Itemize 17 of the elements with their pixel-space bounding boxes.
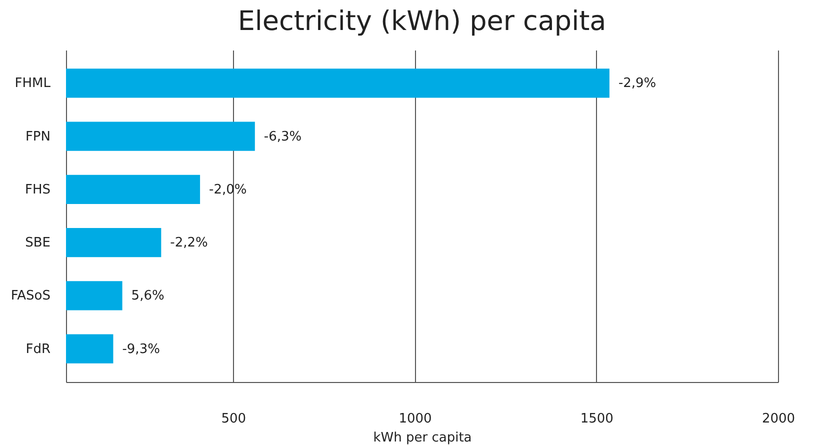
x-tick-label: 2000 [762,412,796,426]
y-tick-label: FPN [25,129,50,144]
chart-title: Electricity (kWh) per capita [238,6,606,37]
annotation: -2,2% [170,236,208,251]
y-tick-label: SBE [25,236,50,251]
x-tick-label: 1500 [580,412,614,426]
annotation: 5,6% [131,288,164,304]
annotation: -2,9% [618,76,656,92]
y-tick-label: FdR [26,342,50,357]
y-tick-label: FHML [14,76,52,92]
annotation: -6,3% [264,129,302,144]
x-tick-label: 500 [221,412,246,426]
y-tick-label: FASoS [10,288,50,304]
annotation: -9,3% [122,342,160,357]
x-tick-label: 1000 [398,412,432,426]
x-axis-title: kWh per capita [373,430,472,445]
y-tick-label: FHS [24,182,50,198]
